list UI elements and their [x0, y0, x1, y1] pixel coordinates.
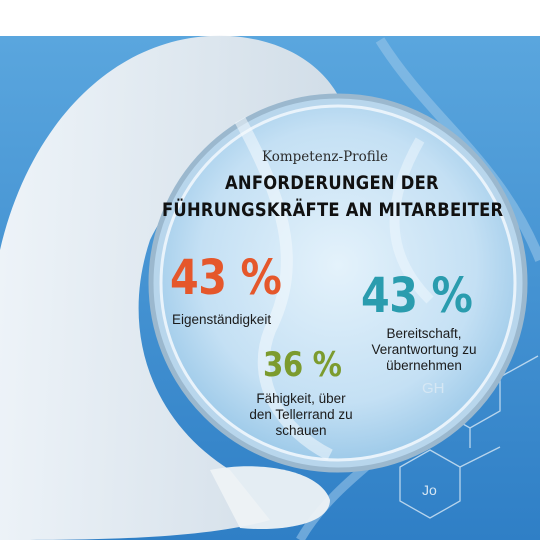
- eyebrow-label: Kompetenz-Profile: [262, 149, 389, 165]
- dna-strand: [389, 137, 434, 304]
- stat-value: 43 %: [361, 268, 473, 324]
- title-line-1: ANFORDERUNGEN DER: [225, 172, 439, 194]
- white-top-strip: [0, 0, 540, 36]
- petri-dish-lens: [159, 104, 517, 462]
- stat-label: Fähigkeit, über den Tellerrand zu schaue…: [249, 391, 353, 438]
- title-line-2: FÜHRUNGSKRÄFTE AN MITARBEITER: [162, 199, 504, 221]
- glove-finger: [210, 466, 330, 530]
- stat-label: Eigenständigkeit: [172, 312, 272, 327]
- stat-value: 36 %: [263, 345, 342, 385]
- molecule-label: Jo: [422, 482, 437, 498]
- glove-hand: [0, 35, 345, 540]
- dna-strand: [234, 117, 333, 461]
- stat-label: Bereitschaft, Verantwortung zu übernehme…: [371, 326, 477, 373]
- stat-value: 43 %: [170, 250, 282, 306]
- molecule-label: GH: [422, 380, 445, 397]
